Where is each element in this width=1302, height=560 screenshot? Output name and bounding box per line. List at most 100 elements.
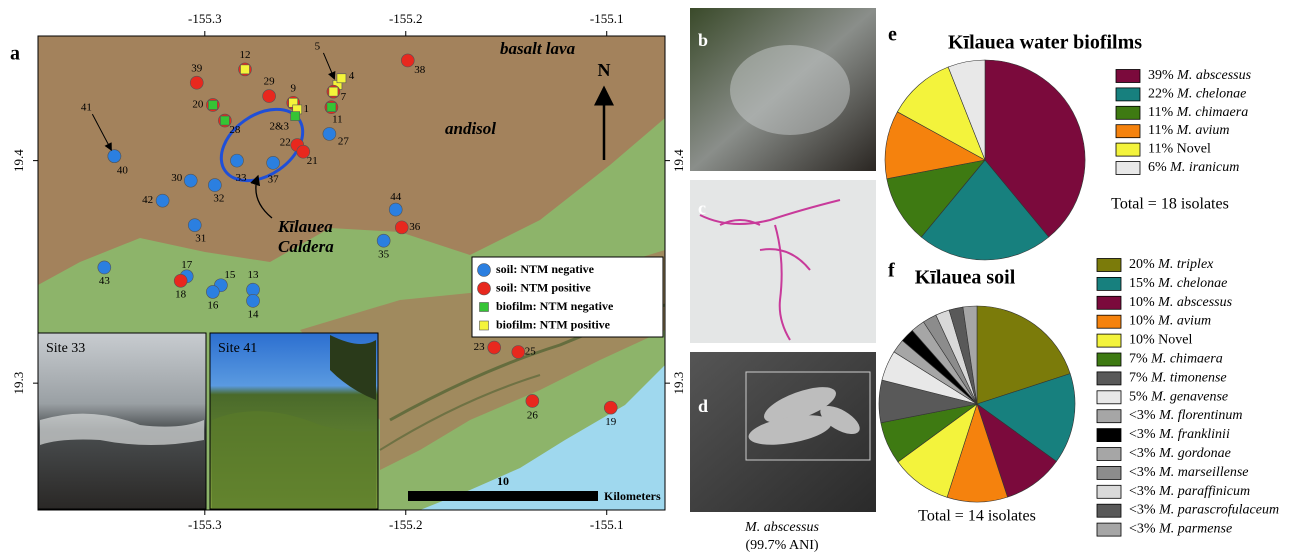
site-marker [395, 221, 408, 234]
site-marker [267, 156, 280, 169]
inset-title: Site 33 [46, 341, 85, 356]
legend-swatch [1116, 70, 1140, 83]
site-label: 43 [99, 275, 111, 287]
legend-swatch [1097, 391, 1121, 404]
site-label: 21 [307, 155, 318, 167]
site-label: 27 [338, 135, 350, 147]
legend-name: Novel [1177, 142, 1211, 157]
legend-label: soil: NTM positive [496, 280, 591, 294]
panel-label: d [698, 396, 708, 416]
legend-name: M. parmense [1158, 522, 1232, 537]
legend-value: 10% [1129, 314, 1155, 329]
site-label: 40 [117, 165, 129, 177]
inset-title: Site 41 [218, 341, 257, 356]
site-marker [208, 100, 217, 109]
legend-swatch [1097, 353, 1121, 366]
legend-value: 20% [1129, 257, 1155, 272]
site-label: 35 [378, 248, 390, 260]
legend-name: M. chimaera [1176, 105, 1249, 120]
legend-swatch [1097, 277, 1121, 290]
legend-label: <3% M. florentinum [1129, 408, 1243, 423]
legend-name: M. parascrofulaceum [1158, 503, 1279, 518]
site-label: 26 [527, 409, 539, 421]
legend-name: M. franklinii [1158, 427, 1230, 442]
photo-panel [690, 180, 876, 343]
site-label: 17 [181, 259, 193, 271]
legend-value: 5% [1129, 390, 1148, 405]
site-marker [108, 150, 121, 163]
site-marker [220, 116, 229, 125]
site-marker [488, 341, 501, 354]
legend-value: 6% [1148, 160, 1167, 175]
legend-label: biofilm: NTM negative [496, 299, 614, 313]
site-marker [526, 394, 539, 407]
chart-title: Kīlauea water biofilms [948, 32, 1142, 54]
legend-name: M. abscessus [1157, 295, 1232, 310]
legend-swatch [1097, 334, 1121, 347]
legend-name: M. paraffinicum [1158, 484, 1250, 499]
legend-value: <3% [1129, 522, 1156, 537]
site-label: 30 [171, 172, 183, 184]
map-label: Caldera [278, 237, 334, 256]
site-label: 16 [207, 299, 219, 311]
panel-label: c [698, 198, 706, 218]
scale-unit: Kilometers [604, 489, 661, 503]
site-marker [240, 65, 249, 74]
y-tick-label: 19.4 [671, 149, 686, 172]
legend-name: M. timonense [1150, 371, 1226, 386]
legend-label: 11% M. avium [1148, 123, 1230, 138]
site-marker [478, 264, 491, 277]
legend-label: <3% M. gordonae [1129, 446, 1231, 461]
legend-swatch [1116, 125, 1140, 138]
legend-name: Novel [1158, 333, 1192, 348]
legend-name: M. chimaera [1150, 352, 1223, 367]
legend-swatch [1097, 504, 1121, 517]
x-tick-label: -155.3 [188, 517, 222, 532]
site-label: 32 [213, 193, 224, 205]
legend-label: 15% M. chelonae [1129, 276, 1227, 291]
map-label: basalt lava [500, 39, 576, 58]
site-marker [247, 294, 260, 307]
site-marker [206, 285, 219, 298]
legend-label: 7% M. timonense [1129, 371, 1227, 386]
legend-swatch [1097, 523, 1121, 536]
legend-label: 10% M. abscessus [1129, 295, 1233, 310]
panel-label: f [888, 260, 895, 282]
site-label: 5 [315, 40, 321, 52]
site-marker [323, 127, 336, 140]
legend-label: <3% M. franklinii [1129, 427, 1230, 442]
site-label: 36 [409, 221, 421, 233]
y-tick-label: 19.4 [11, 149, 26, 172]
legend-value: 10% [1129, 295, 1155, 310]
legend-value: 7% [1129, 352, 1148, 367]
site-label: 44 [390, 191, 402, 203]
legend-name: M. florentinum [1158, 408, 1242, 423]
site-marker [263, 90, 276, 103]
site-label: 19 [605, 416, 617, 428]
legend-value: <3% [1129, 503, 1156, 518]
site-label: 7 [341, 91, 347, 103]
legend-label: soil: NTM negative [496, 262, 595, 276]
legend-value: 10% [1129, 333, 1155, 348]
scale-value: 10 [497, 474, 509, 488]
total-label: Total = 14 isolates [918, 508, 1036, 525]
site-label: 9 [290, 82, 296, 94]
legend-name: M. abscessus [1176, 68, 1251, 83]
legend-label: 5% M. genavense [1129, 390, 1228, 405]
site-label: 20 [192, 99, 204, 111]
legend-name: M. chelonae [1176, 87, 1246, 102]
caption: M. abscessus [744, 520, 819, 535]
legend-name: M. gordonae [1158, 446, 1231, 461]
site-label: 39 [191, 62, 203, 74]
site-label: 38 [414, 64, 426, 76]
legend-label: <3% M. parascrofulaceum [1129, 503, 1279, 518]
legend-value: 11% [1148, 123, 1173, 138]
site-marker [98, 261, 111, 274]
site-label: 12 [239, 49, 250, 61]
site-marker [377, 234, 390, 247]
site-label: 25 [525, 346, 537, 358]
legend-label: 11% M. chimaera [1148, 105, 1248, 120]
north-label: N [598, 60, 611, 80]
legend-swatch [1116, 143, 1140, 156]
legend-label: 10% Novel [1129, 333, 1192, 348]
